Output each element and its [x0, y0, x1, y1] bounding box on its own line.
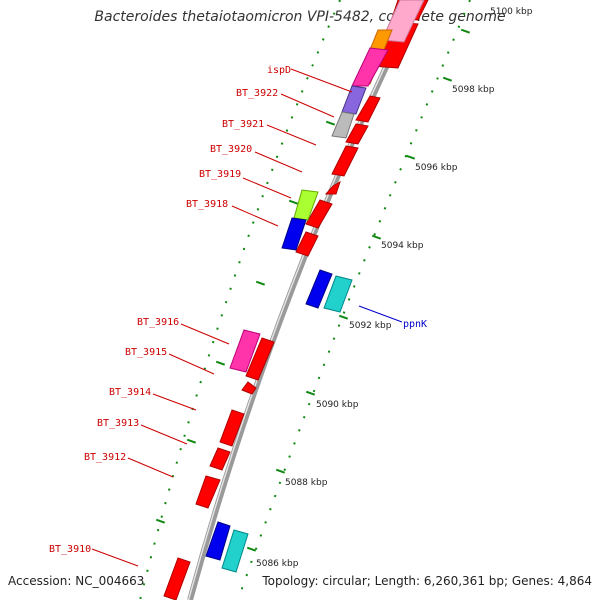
gene-block-blue[interactable]: [281, 217, 307, 251]
gene-arrow[interactable]: [331, 145, 359, 177]
tick-mark: [155, 518, 166, 524]
scale-ticks: 5100 kbp 5098 kbp 5096 kbp 5094 kbp 5092…: [246, 7, 533, 569]
backbone: [187, 0, 421, 600]
leader-bt3916: [180, 323, 230, 345]
leader-lines: [91, 68, 403, 567]
gene-arrow-blue[interactable]: [205, 521, 231, 561]
leader-bt3910: [91, 548, 139, 567]
gene-arrow[interactable]: [219, 409, 245, 447]
tick-mark: [305, 390, 316, 396]
tick-mark: [246, 546, 257, 552]
tick-label-5100: 5100 kbp: [490, 7, 533, 17]
gene-label-bt3922[interactable]: BT_3922: [236, 88, 278, 99]
gene-label-bt3916[interactable]: BT_3916: [137, 317, 179, 328]
gene-label-ppnk[interactable]: ppnK: [403, 319, 427, 330]
gene-arrow[interactable]: [195, 475, 221, 509]
gene-block-lime[interactable]: [293, 189, 319, 221]
tick-label-5098: 5098 kbp: [452, 85, 495, 95]
tick-mark: [338, 314, 349, 320]
gene-label-bt3918[interactable]: BT_3918: [186, 199, 228, 210]
tick-mark: [442, 76, 453, 82]
gene-arrow[interactable]: [209, 447, 231, 471]
tick-mark: [371, 234, 382, 240]
tick-mark: [405, 154, 416, 160]
gene-label-bt3913[interactable]: BT_3913: [97, 418, 139, 429]
gene-block-magenta[interactable]: [351, 47, 389, 87]
gene-arrow[interactable]: [305, 199, 333, 229]
tick-mark: [255, 280, 266, 286]
gene-arrow[interactable]: [241, 381, 257, 395]
gene-labels: ispD BT_3922 BT_3921 BT_3920 BT_3919 BT_…: [49, 65, 427, 555]
tick-label-5086: 5086 kbp: [256, 559, 299, 569]
gene-arrow-cyan[interactable]: [221, 529, 249, 573]
gene-arrow[interactable]: [345, 123, 369, 145]
leader-bt3922: [280, 93, 335, 118]
gene-label-ispd[interactable]: ispD: [267, 65, 291, 76]
gene-block-pink-light[interactable]: [381, 0, 425, 43]
gene-arrow[interactable]: [324, 180, 341, 195]
inner-ticks: [155, 120, 336, 524]
gene-label-bt3912[interactable]: BT_3912: [84, 452, 126, 463]
gene-arrow[interactable]: [163, 557, 191, 600]
tick-label-5096: 5096 kbp: [415, 163, 458, 173]
leader-bt3918: [231, 205, 279, 227]
tick-label-5090: 5090 kbp: [316, 400, 359, 410]
leader-bt3913: [140, 424, 188, 445]
gene-label-bt3915[interactable]: BT_3915: [125, 347, 167, 358]
leader-bt3915: [168, 353, 215, 375]
gene-block-pink[interactable]: [229, 329, 261, 373]
genome-summary-text: Topology: circular; Length: 6,260,361 bp…: [262, 574, 592, 588]
leader-bt3921: [266, 124, 317, 146]
gene-label-bt3914[interactable]: BT_3914: [109, 387, 151, 398]
backbone-highlight: [187, 0, 418, 600]
tick-mark: [288, 199, 299, 205]
genes-strand-a: [163, 0, 429, 600]
gene-arrow-ppnk[interactable]: [305, 269, 333, 309]
gene-block-purple[interactable]: [341, 85, 367, 115]
gene-arrow[interactable]: [295, 231, 319, 257]
gene-block-gray[interactable]: [331, 111, 355, 139]
gene-label-bt3910[interactable]: BT_3910: [49, 544, 91, 555]
tick-mark: [186, 438, 197, 444]
tick-mark: [325, 120, 336, 126]
leader-bt3919: [242, 177, 292, 199]
gene-label-bt3920[interactable]: BT_3920: [210, 144, 252, 155]
leader-bt3920: [254, 151, 303, 173]
leader-ispd: [290, 68, 353, 93]
tick-label-5092: 5092 kbp: [349, 321, 392, 331]
tick-mark: [460, 28, 471, 34]
genes-strand-b: [229, 0, 425, 373]
gene-label-bt3921[interactable]: BT_3921: [222, 119, 264, 130]
gene-arrow[interactable]: [245, 337, 275, 381]
gene-arrow[interactable]: [355, 95, 381, 123]
tick-mark: [275, 468, 286, 474]
leader-bt3914: [152, 393, 197, 411]
gene-label-bt3919[interactable]: BT_3919: [199, 169, 241, 180]
gene-arrow-cyan[interactable]: [323, 275, 353, 313]
tick-label-5094: 5094 kbp: [381, 241, 424, 251]
accession-text: Accession: NC_004663: [8, 574, 145, 588]
leader-ppnk: [358, 305, 403, 323]
leader-bt3912: [127, 457, 174, 478]
tick-label-5088: 5088 kbp: [285, 478, 328, 488]
tick-mark: [215, 360, 226, 366]
